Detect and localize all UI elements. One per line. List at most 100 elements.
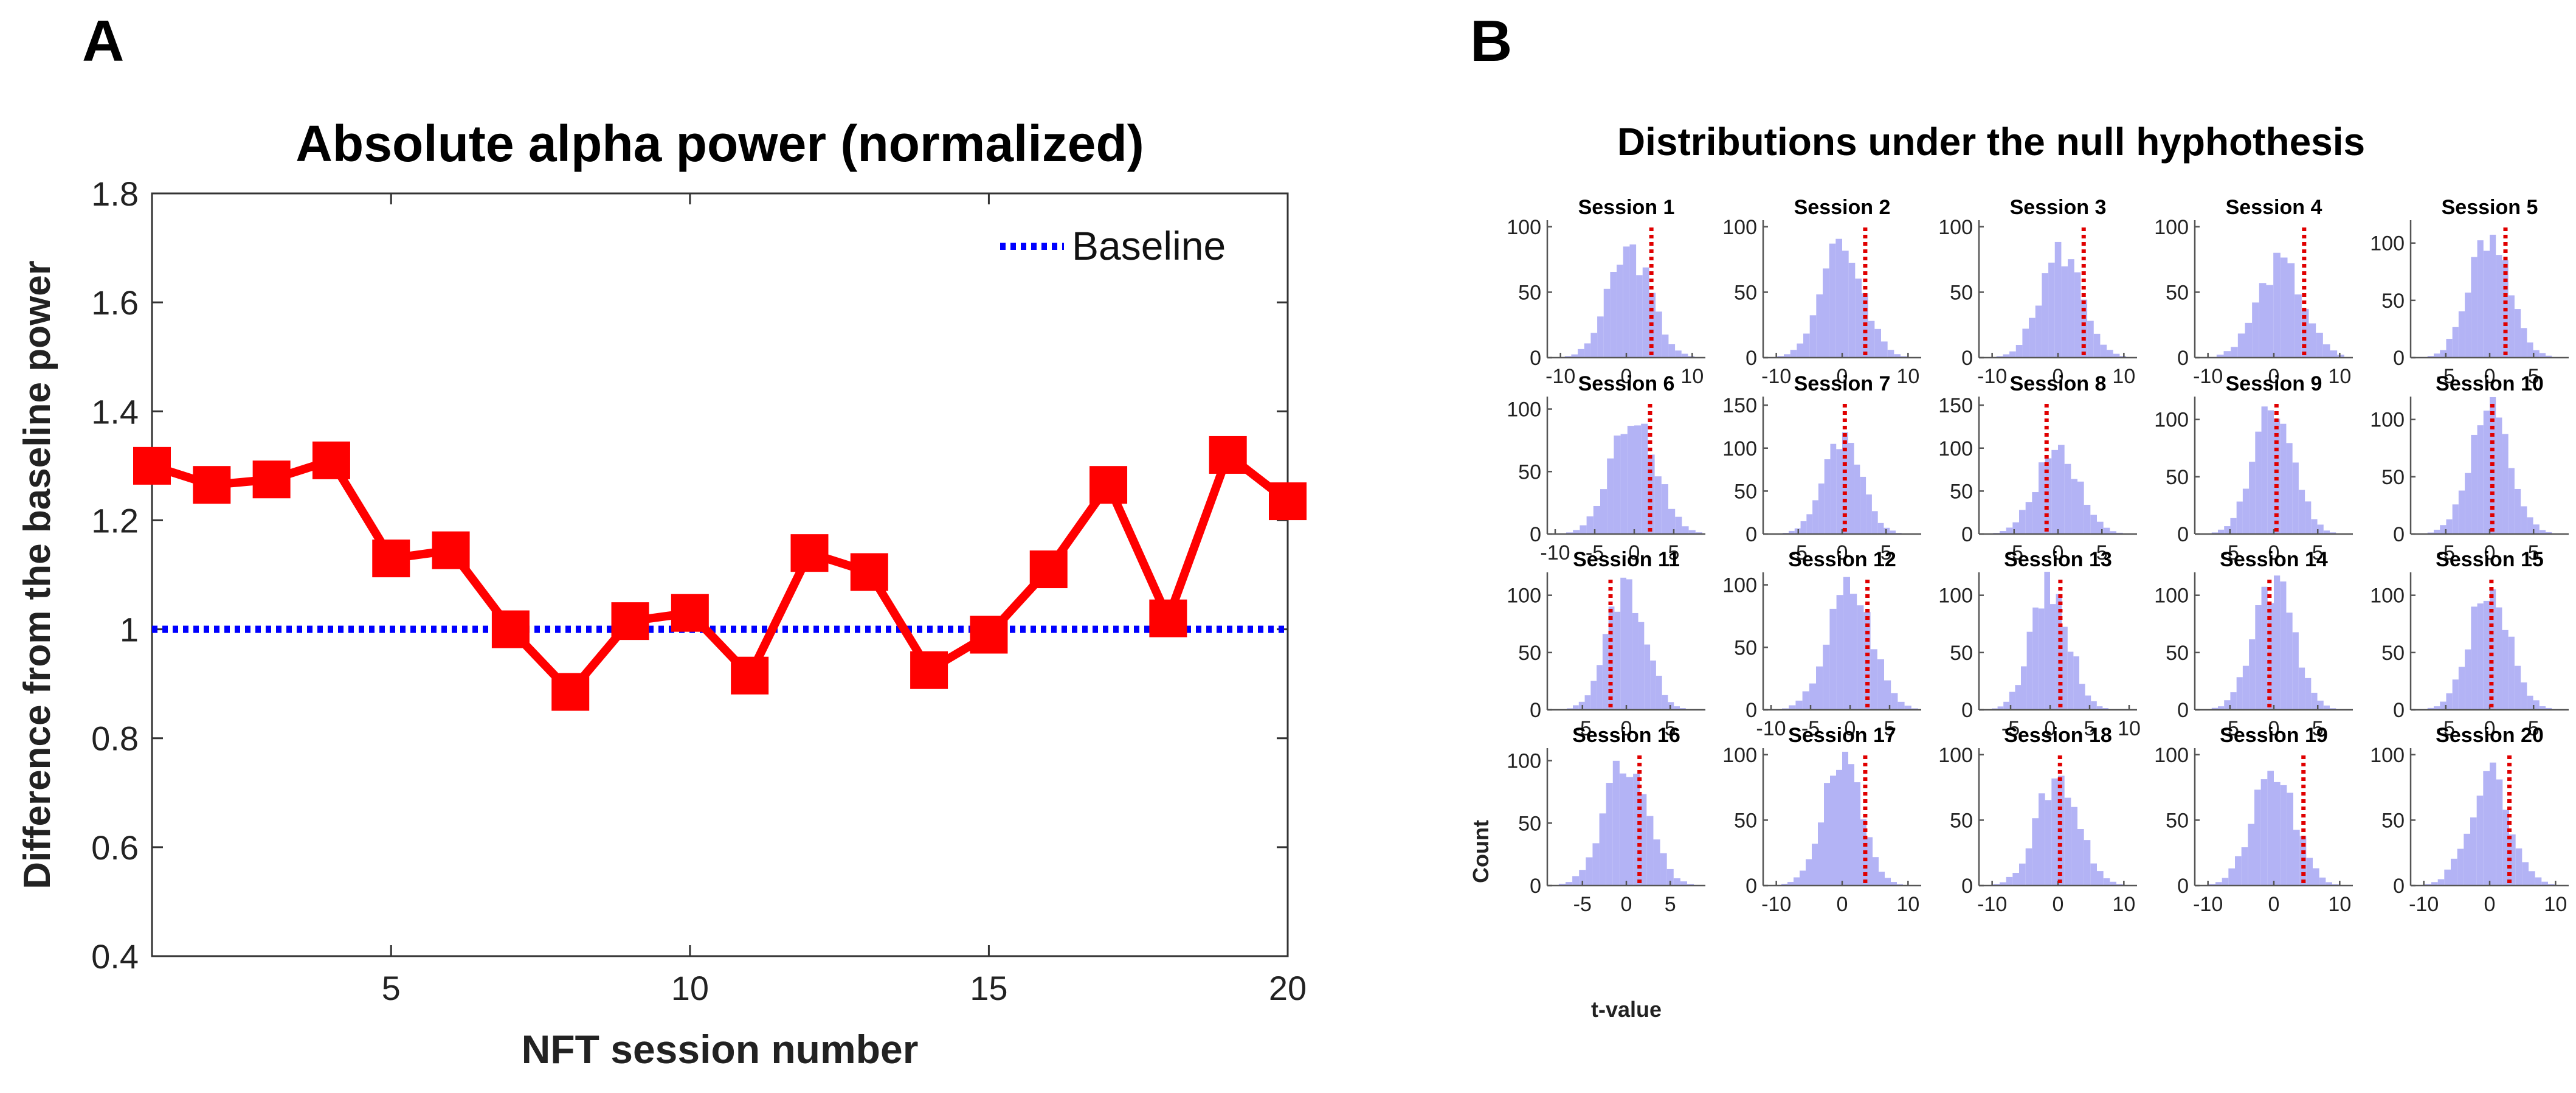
histogram-y-tick-label: 0 — [2177, 875, 2189, 898]
histogram-title: Session 16 — [1572, 724, 1680, 747]
histogram-bar — [2009, 692, 2015, 710]
histogram-bar — [2252, 302, 2259, 358]
data-point-session-17 — [1089, 466, 1128, 504]
histogram-bar — [1610, 272, 1617, 358]
line-chart-panel: Absolute alpha power (normalized) 0.4 0.6 0… — [16, 115, 1307, 1072]
histogram-bar — [1668, 508, 1676, 534]
histogram-bar — [2496, 255, 2502, 358]
histogram-bar — [2496, 607, 2502, 710]
histogram-title: Session 14 — [2220, 548, 2328, 571]
histogram-bar — [1789, 530, 1795, 534]
histogram-title: Session 7 — [1794, 372, 1891, 395]
histogram-bar — [2039, 793, 2045, 886]
histogram-y-tick-label: 150 — [1938, 394, 1973, 417]
histogram-bar — [1668, 344, 1676, 358]
histogram-bar — [2064, 797, 2071, 886]
histogram-y-tick-label: 50 — [1518, 281, 1541, 304]
histogram-x-tick-label: 5 — [2528, 717, 2540, 740]
histogram-bar — [1818, 822, 1824, 886]
histogram-bar — [2465, 473, 2471, 534]
histogram-bar — [2490, 234, 2496, 358]
histogram-bar — [2242, 488, 2250, 534]
histogram-y-tick-label: 0 — [2177, 347, 2189, 370]
data-point-session-8 — [551, 673, 590, 711]
histogram-bar — [1809, 315, 1817, 358]
histogram-bar — [2090, 863, 2097, 886]
histogram-x-tick-label: 0 — [1837, 541, 1848, 564]
histogram-bar — [2286, 443, 2293, 534]
histogram-bar — [2000, 531, 2006, 534]
histogram-bar — [1632, 612, 1638, 710]
histogram-bar — [2067, 651, 2074, 710]
histogram-bar — [1787, 881, 1794, 886]
histogram-bar — [2255, 431, 2262, 534]
histogram-bar — [2025, 848, 2032, 886]
histogram-bar — [2323, 530, 2330, 534]
histogram-x-tick-label: -5 — [2005, 541, 2023, 564]
histogram-bar — [2514, 309, 2521, 358]
histogram-bar — [1614, 435, 1621, 534]
histogram-bar — [1656, 675, 1662, 710]
histogram-bar — [1675, 350, 1682, 358]
histogram-bar — [1687, 884, 1694, 886]
histogram-bar — [2440, 701, 2447, 710]
histogram-x-tick-label: -5 — [1573, 893, 1592, 916]
histogram-y-tick-label: 50 — [2381, 290, 2405, 313]
histogram-x-tick-label: 5 — [2084, 717, 2096, 740]
histogram-bar — [1572, 876, 1580, 886]
histogram-bar — [2077, 481, 2084, 534]
histogram-bar — [1638, 622, 1645, 710]
histogram-title: Session 13 — [2004, 548, 2112, 571]
histogram-y-tick-label: 0 — [1530, 699, 1541, 722]
histogram-bar — [1571, 354, 1578, 358]
x-axis-label: NFT session number — [522, 1027, 919, 1072]
histogram-bar — [1854, 464, 1860, 534]
histogram-y-tick-label: 100 — [2154, 585, 2189, 608]
histogram-bar — [1855, 278, 1862, 358]
histogram-bar — [2305, 678, 2312, 710]
histogram-bar — [1597, 316, 1604, 358]
histogram-x-tick-label: 0 — [1629, 541, 1640, 564]
histogram-bar — [2000, 882, 2006, 886]
histogram-bar — [2054, 241, 2062, 358]
histogram-bar — [2091, 701, 2097, 710]
histogram-y-tick-label: 0 — [1530, 523, 1541, 546]
histogram-bar — [2274, 575, 2281, 710]
histogram-bar — [1674, 706, 1680, 710]
histogram-bar — [1573, 705, 1579, 710]
histogram-bar — [1997, 706, 2004, 710]
histogram-bar — [2452, 679, 2459, 710]
histogram-bar — [1617, 265, 1623, 358]
histogram-bar — [2080, 299, 2088, 358]
histogram-bar — [2058, 445, 2065, 534]
histogram-bar — [1823, 268, 1829, 358]
histogram-bar — [2261, 406, 2268, 534]
y-axis-label: Difference from the baseline power — [16, 260, 58, 889]
histogram-bar — [1829, 608, 1837, 710]
histogram-bar — [1680, 708, 1686, 710]
histogram-bar — [1877, 659, 1884, 710]
y-tick-label: 1.8 — [91, 175, 139, 213]
histogram-x-tick-label: 0 — [1837, 365, 1848, 388]
histogram-bar — [2514, 665, 2521, 710]
histogram-bar — [1620, 577, 1626, 710]
histogram-bar — [1812, 500, 1818, 534]
histogram-x-tick-label: 5 — [1884, 717, 1896, 740]
histogram-y-tick-label: 0 — [1746, 699, 1757, 722]
histogram-x-tick-label: 0 — [1621, 717, 1632, 740]
y-tick-label: 0.4 — [91, 937, 139, 976]
histogram-y-tick-label: 0 — [1961, 699, 1973, 722]
histogram-bar — [1891, 882, 1897, 886]
histogram-bar — [2255, 605, 2262, 710]
histogram-bar — [2483, 771, 2490, 886]
histogram-bar — [2464, 833, 2470, 886]
histogram-bar — [2230, 692, 2237, 710]
histogram-y-tick-label: 0 — [2393, 699, 2405, 722]
panel-b-letter: B — [1470, 9, 1512, 74]
histogram-bar — [1800, 870, 1806, 886]
histogram-bar — [2546, 532, 2552, 534]
histogram-bar — [1642, 267, 1649, 358]
histogram-bar — [2452, 504, 2459, 534]
histogram-bar — [2267, 410, 2274, 534]
histogram-bar — [2015, 345, 2023, 358]
